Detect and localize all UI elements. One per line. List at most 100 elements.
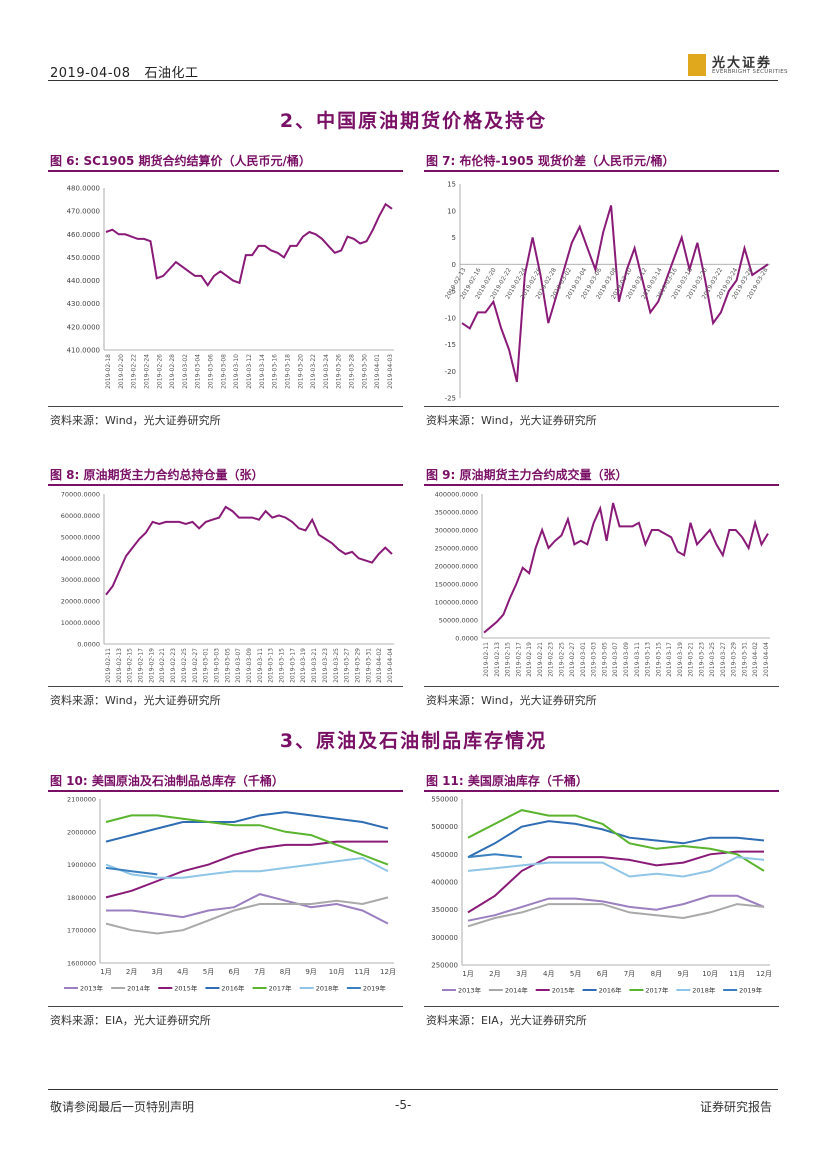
chart-svg: 2100000 2000000 1900000 1800000 1700000 16000… [64,796,396,993]
x-tick-label: 2019-03-23 [698,642,705,677]
y-tick-label: 350000 [431,906,458,914]
x-tick-label: 2019-02-15 [505,642,512,677]
x-tick-label: 2019-03-29 [354,648,361,683]
x-tick-label: 6月 [597,970,608,978]
source-rule [424,406,779,407]
series-line-2018年 [467,856,765,878]
legend-label: 2017年 [645,986,669,995]
y-tick-label: 50000.0000 [61,533,100,541]
report-date: 2019-04-08 石油化工 [50,66,199,81]
x-tick-label: 2019-02-23 [170,648,177,683]
figure-title: 图 7: 布伦特-1905 现货价差（人民币元/桶） [426,154,675,168]
series-line-2017年 [105,814,389,866]
y-tick-label: 5 [452,234,456,242]
y-tick-label: -15 [445,341,456,349]
y-tick-label: -25 [445,395,456,403]
x-tick-label: 3月 [152,968,163,976]
series-line-2013年 [467,894,765,922]
y-tick-label: 1900000 [67,861,96,869]
brand-logo-mark [688,54,706,76]
y-tick-label: 100000.0000 [435,599,478,607]
y-tick-label: 0 [452,261,456,269]
x-tick-label: 1月 [100,968,111,976]
y-tick-label: 430.0000 [67,300,100,308]
x-tick-label: 2019-03-13 [645,642,652,677]
x-tick-label: 12月 [756,970,772,978]
legend-label: 2017年 [269,984,293,993]
section-title-2: 2、中国原油期货价格及持仓 [279,110,548,132]
y-tick-label: 550000 [431,796,458,804]
legend-label: 2016年 [221,984,245,993]
legend-label: 2018年 [692,986,716,995]
figure-title-rule [424,484,779,486]
x-tick-label: 2019-02-21 [537,642,544,677]
series-line-2013年 [106,893,389,925]
source-note: 资料来源：Wind，光大证券研究所 [426,694,597,707]
x-tick-label: 2019-02-23 [548,642,555,677]
x-tick-label: 5月 [203,968,214,976]
x-tick-label: 2019-03-11 [634,642,641,677]
x-tick-label: 12月 [380,968,396,976]
series-line-2016年 [105,811,389,843]
legend-label: 2015年 [552,986,576,995]
x-tick-label: 2019-03-11 [257,648,264,683]
x-tick-label: 2019-03-05 [601,642,608,677]
y-tick-label: 400000.0000 [435,491,478,499]
source-rule [48,1006,403,1007]
figure-title-rule [424,790,779,792]
y-tick-label: 2100000 [67,796,96,804]
x-tick-label: 9月 [678,970,689,978]
x-tick-label: 2019-03-27 [344,648,351,683]
y-tick-label: 0.0000 [455,635,478,643]
x-tick-label: 2019-03-31 [741,642,748,677]
footer-report-type: 证券研究报告 [700,1100,773,1114]
footer-rule [48,1089,778,1090]
x-tick-label: 2019-04-04 [387,648,394,683]
y-tick-label: -10 [445,314,456,322]
chart-svg: 550000 500000 450000 400000 350000 300000 2500… [431,796,772,995]
chart-svg: 70000.0000 60000.0000 50000.0000 40000.0000… [61,491,394,683]
y-tick-label: 450.0000 [67,254,100,262]
y-tick-label: 250000 [431,962,458,970]
x-tick-label: 2019-02-11 [483,642,490,677]
figure-title: 图 10: 美国原油及石油制品总库存（千桶） [50,774,284,788]
x-tick-label: 11月 [729,970,745,978]
x-tick-label: 2019-02-18 [105,354,112,389]
x-tick-label: 2019-03-12 [246,354,253,389]
x-tick-label: 2019-03-15 [655,642,662,677]
figure-title-rule [48,170,403,172]
x-tick-label: 2019-03-19 [677,642,684,677]
x-tick-label: 2019-03-09 [623,642,630,677]
y-tick-label: 500000 [431,823,458,831]
x-tick-label: 2019-03-31 [365,648,372,683]
y-tick-label: 10 [447,207,456,215]
x-tick-label: 2019-02-27 [569,642,576,677]
series-line-2019年 [105,866,158,876]
x-tick-label: 2019-02-25 [558,642,565,677]
x-tick-label: 2019-03-24 [323,354,330,389]
x-tick-label: 2019-03-19 [300,648,307,683]
y-tick-label: 20000.0000 [61,598,100,606]
y-tick-label: 200000.0000 [435,563,478,571]
x-tick-label: 2019-03-28 [349,354,356,389]
y-tick-label: 15 [447,181,456,189]
x-tick-label: 2019-03-17 [666,642,673,677]
x-tick-label: 4月 [543,970,554,978]
chart-svg: 400000.0000 350000.0000 300000.0000 250000.… [435,491,770,677]
x-tick-label: 2019-03-22 [310,354,317,389]
source-note: 资料来源：Wind，光大证券研究所 [426,414,597,427]
x-tick-label: 2019-03-07 [235,648,242,683]
y-tick-label: 250000.0000 [435,545,478,553]
x-tick-label: 4月 [177,968,188,976]
y-tick-label: 1800000 [67,894,96,902]
y-tick-label: 30000.0000 [61,576,100,584]
legend-label: 2016年 [599,986,623,995]
source-rule [48,686,403,687]
x-tick-label: 2019-02-25 [181,648,188,683]
footer-disclaimer: 敬请参阅最后一页特别声明 [50,1100,195,1114]
figure-title: 图 11: 美国原油库存（千桶） [426,774,588,788]
x-tick-label: 7月 [254,968,265,976]
y-tick-label: 60000.0000 [61,512,100,520]
y-tick-label: 470.0000 [67,208,100,216]
legend-label: 2019年 [739,986,763,995]
